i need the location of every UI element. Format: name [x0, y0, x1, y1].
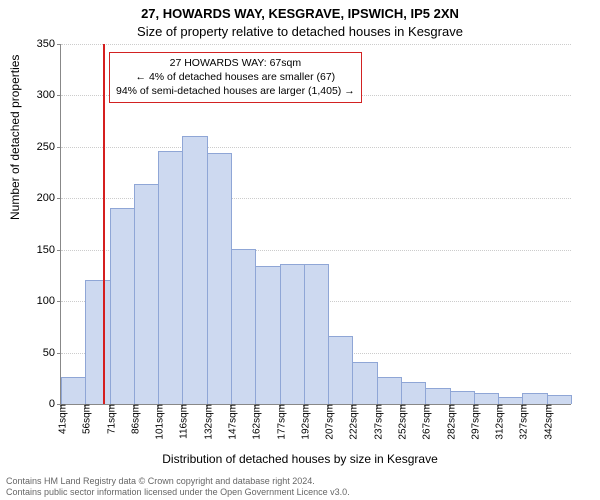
histogram-bar — [474, 393, 499, 404]
x-tick-label: 267sqm — [418, 404, 433, 440]
x-tick-label: 222sqm — [345, 404, 360, 440]
annotation-line: ← 4% of detached houses are smaller (67) — [116, 70, 355, 84]
histogram-bar — [425, 388, 450, 404]
y-tick-mark — [57, 301, 61, 302]
footer-line-1: Contains HM Land Registry data © Crown c… — [6, 476, 350, 487]
annotation-line: 94% of semi-detached houses are larger (… — [116, 84, 355, 98]
x-tick-label: 327sqm — [515, 404, 530, 440]
x-tick-label: 101sqm — [151, 404, 166, 440]
chart-subtitle: Size of property relative to detached ho… — [0, 24, 600, 39]
x-tick-label: 132sqm — [199, 404, 214, 440]
gridline — [61, 147, 571, 148]
histogram-bar — [255, 266, 280, 404]
x-tick-label: 41sqm — [54, 404, 69, 434]
x-tick-label: 282sqm — [442, 404, 457, 440]
annotation-line: 27 HOWARDS WAY: 67sqm — [116, 56, 355, 70]
histogram-bar — [304, 264, 329, 404]
y-tick-label: 100 — [15, 295, 61, 307]
x-tick-label: 116sqm — [175, 404, 190, 439]
y-tick-label: 200 — [15, 192, 61, 204]
x-tick-label: 207sqm — [321, 404, 336, 440]
x-tick-label: 71sqm — [102, 404, 117, 434]
y-tick-label: 300 — [15, 89, 61, 101]
histogram-bar — [207, 153, 232, 404]
y-tick-label: 250 — [15, 141, 61, 153]
y-tick-label: 150 — [15, 244, 61, 256]
x-tick-label: 86sqm — [126, 404, 141, 434]
histogram-bar — [547, 395, 572, 404]
histogram-bar — [450, 391, 475, 404]
x-tick-label: 192sqm — [296, 404, 311, 440]
histogram-bar — [377, 377, 402, 404]
chart-title: 27, HOWARDS WAY, KESGRAVE, IPSWICH, IP5 … — [0, 6, 600, 21]
histogram-bar — [134, 184, 159, 404]
y-tick-mark — [57, 95, 61, 96]
property-marker-line — [103, 44, 105, 404]
x-tick-label: 312sqm — [491, 404, 506, 440]
footer-attribution: Contains HM Land Registry data © Crown c… — [6, 476, 350, 498]
x-tick-label: 162sqm — [248, 404, 263, 440]
histogram-bar — [158, 151, 183, 404]
y-tick-label: 50 — [15, 347, 61, 359]
plot-area: 05010015020025030035041sqm56sqm71sqm86sq… — [60, 44, 571, 405]
histogram-bar — [110, 208, 135, 404]
y-tick-mark — [57, 353, 61, 354]
x-axis-label: Distribution of detached houses by size … — [0, 452, 600, 466]
x-tick-label: 252sqm — [394, 404, 409, 440]
x-tick-label: 237sqm — [369, 404, 384, 440]
histogram-bar — [85, 280, 110, 404]
histogram-bar — [352, 362, 377, 404]
x-tick-label: 342sqm — [539, 404, 554, 440]
histogram-bar — [522, 393, 547, 404]
histogram-bar — [280, 264, 305, 404]
y-tick-label: 350 — [15, 38, 61, 50]
histogram-bar — [328, 336, 353, 404]
histogram-bar — [182, 136, 207, 404]
histogram-bar — [61, 377, 86, 404]
histogram-bar — [231, 249, 256, 404]
annotation-box: 27 HOWARDS WAY: 67sqm← 4% of detached ho… — [109, 52, 362, 103]
x-tick-label: 297sqm — [466, 404, 481, 440]
footer-line-2: Contains public sector information licen… — [6, 487, 350, 498]
y-tick-mark — [57, 250, 61, 251]
histogram-bar — [401, 382, 426, 404]
x-tick-label: 56sqm — [78, 404, 93, 434]
x-tick-label: 147sqm — [224, 404, 239, 440]
y-tick-mark — [57, 44, 61, 45]
x-tick-label: 177sqm — [272, 404, 287, 440]
histogram-bar — [498, 397, 523, 404]
y-tick-mark — [57, 147, 61, 148]
gridline — [61, 44, 571, 45]
y-tick-mark — [57, 198, 61, 199]
